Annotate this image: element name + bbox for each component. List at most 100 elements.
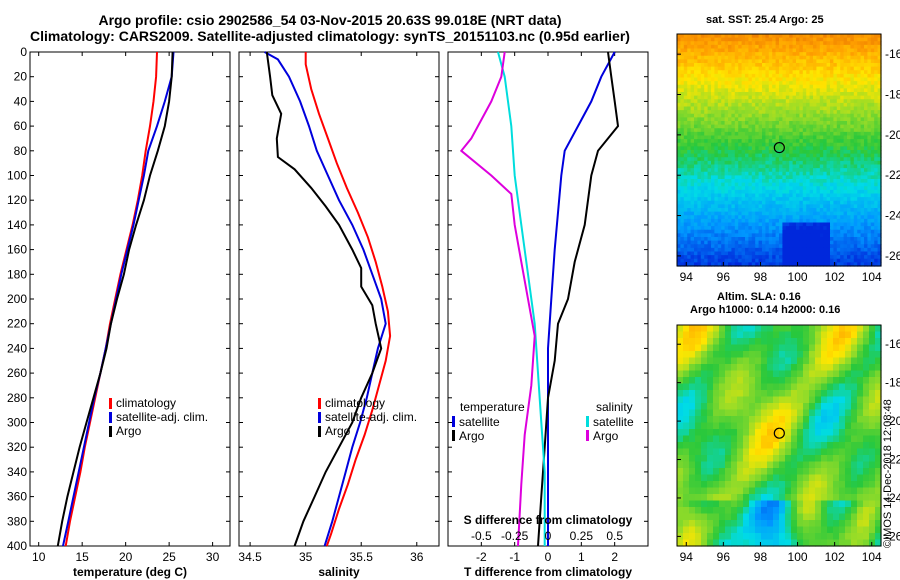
map-x-tick-label: 102 <box>825 550 845 564</box>
map-x-tick-label: 100 <box>788 270 808 284</box>
legend-label: Argo <box>593 429 619 443</box>
map-x-tick-label: 104 <box>862 270 882 284</box>
legend-swatch <box>586 430 589 441</box>
y-tick-label: 400 <box>7 539 27 553</box>
map-x-tick-label: 102 <box>825 270 845 284</box>
x-tick-label: 30 <box>206 550 220 564</box>
y-tick-label: 220 <box>7 317 27 331</box>
plot-frame-temperature <box>29 51 231 547</box>
y-tick-label: 20 <box>14 70 28 84</box>
x-tick-label: 36 <box>410 550 424 564</box>
legend-swatch <box>452 430 455 441</box>
map-x-tick-label: 94 <box>680 270 694 284</box>
chart-title-line2: Climatology: CARS2009. Satellite-adjuste… <box>30 28 630 44</box>
legend-label: satellite <box>459 415 500 429</box>
sla-map-title: Altim. SLA: 0.16 <box>717 291 801 303</box>
legend-swatch <box>109 398 112 409</box>
y-tick-label: 180 <box>7 267 27 281</box>
series-line-satellite-adj-clim- <box>264 51 387 547</box>
legend-label: satellite-adj. clim. <box>325 410 417 424</box>
map-y-tick-label: -18 <box>885 88 900 102</box>
x-tick-label: -2 <box>476 550 487 564</box>
secondary-tick-label: -0.5 <box>471 529 492 543</box>
x-axis-label: temperature (deg C) <box>73 565 187 579</box>
series-line-climatology <box>304 52 392 547</box>
map-x-tick-label: 100 <box>788 550 808 564</box>
x-tick-label: 2 <box>611 550 618 564</box>
y-tick-label: 0 <box>20 45 27 59</box>
sla-map-field <box>677 325 882 547</box>
argo-location-marker <box>773 427 785 439</box>
legend-swatch <box>318 426 321 437</box>
y-tick-label: 120 <box>7 193 27 207</box>
legend-heading: salinity <box>596 400 633 414</box>
y-tick-label: 100 <box>7 169 27 183</box>
legend-swatch <box>318 412 321 423</box>
y-tick-label: 260 <box>7 366 27 380</box>
sla-map-subtitle: Argo h1000: 0.14 h2000: 0.16 <box>690 304 841 316</box>
map-x-tick-label: 94 <box>680 550 694 564</box>
y-tick-label: 60 <box>14 119 28 133</box>
map-y-tick-label: -26 <box>885 529 900 543</box>
map-y-tick-label: -24 <box>885 491 900 505</box>
argo-location-marker <box>773 141 785 154</box>
secondary-tick-label: -0.25 <box>501 529 529 543</box>
series-line-temperature-argo <box>537 51 620 547</box>
legend-label: satellite <box>593 415 634 429</box>
y-tick-label: 80 <box>14 144 28 158</box>
y-tick-label: 300 <box>7 416 27 430</box>
map-x-tick-label: 96 <box>717 550 731 564</box>
legend-label: climatology <box>116 396 176 410</box>
sla-map-frame <box>676 324 882 547</box>
map-y-tick-label: -24 <box>885 209 900 223</box>
y-tick-label: 280 <box>7 391 27 405</box>
legend-label: climatology <box>325 396 385 410</box>
x-tick-label: 20 <box>119 550 133 564</box>
x-tick-label: 35 <box>299 550 313 564</box>
legend-heading: temperature <box>460 400 525 414</box>
y-tick-label: 200 <box>7 292 27 306</box>
y-tick-label: 360 <box>7 490 27 504</box>
x-tick-label: 1 <box>578 550 585 564</box>
legend-label: Argo <box>116 424 142 438</box>
map-y-tick-label: -16 <box>885 337 900 351</box>
map-x-tick-label: 98 <box>754 270 768 284</box>
x-tick-label: 35.5 <box>350 550 374 564</box>
y-tick-label: 380 <box>7 514 27 528</box>
series-line-salinity-argo <box>459 51 536 547</box>
map-y-tick-label: -16 <box>885 47 900 61</box>
map-y-tick-label: -20 <box>885 128 900 142</box>
y-tick-label: 340 <box>7 465 27 479</box>
legend-swatch <box>586 416 589 427</box>
map-x-tick-label: 98 <box>754 550 768 564</box>
series-line-argo <box>265 51 383 547</box>
x-tick-label: 0 <box>545 550 552 564</box>
legend-label: satellite-adj. clim. <box>116 410 208 424</box>
secondary-tick-label: 0.25 <box>570 529 594 543</box>
x-tick-label: 34.5 <box>238 550 262 564</box>
secondary-tick-label: 0 <box>545 529 552 543</box>
map-y-tick-label: -22 <box>885 453 900 467</box>
sst-map-title: sat. SST: 25.4 Argo: 25 <box>706 14 824 26</box>
x-axis-label: salinity <box>318 565 360 579</box>
sst-map-field <box>677 34 882 267</box>
x-tick-label: 10 <box>32 550 46 564</box>
map-y-tick-label: -20 <box>885 414 900 428</box>
legend-label: Argo <box>459 429 485 443</box>
secondary-axis-label: S difference from climatology <box>464 513 633 527</box>
legend-swatch <box>109 412 112 423</box>
map-x-tick-label: 104 <box>862 550 882 564</box>
map-y-tick-label: -18 <box>885 376 900 390</box>
map-y-tick-label: -22 <box>885 168 900 182</box>
legend-swatch <box>318 398 321 409</box>
legend-swatch <box>109 426 112 437</box>
map-y-tick-label: -26 <box>885 249 900 263</box>
series-line-salinity-satellite <box>497 51 546 546</box>
y-tick-label: 40 <box>14 94 28 108</box>
x-tick-label: -1 <box>509 550 520 564</box>
series-line-argo <box>56 51 174 547</box>
x-tick-label: 15 <box>75 550 89 564</box>
x-tick-label: 25 <box>162 550 176 564</box>
y-tick-label: 160 <box>7 243 27 257</box>
